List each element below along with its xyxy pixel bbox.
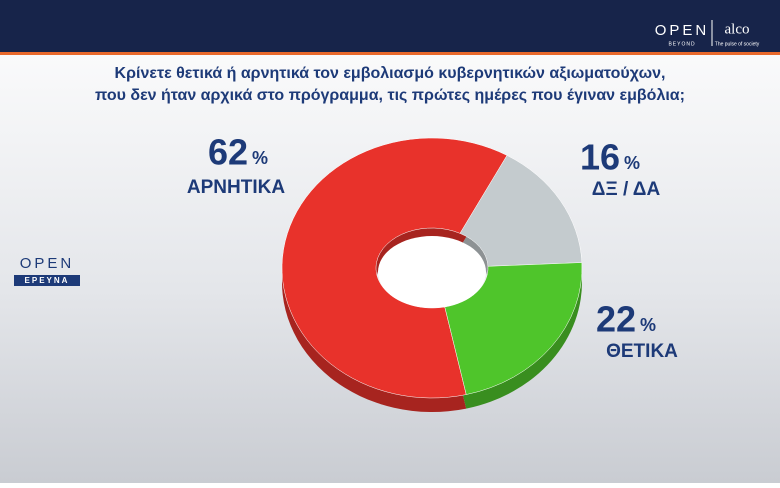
side-brand: OPEN [20,255,75,272]
value-unit: % [624,153,640,173]
value-unit: % [252,148,268,168]
header-bar [0,0,780,52]
hole [378,236,486,308]
value-label: 22 [596,299,636,340]
slice [444,262,583,395]
header-partner-sub: The pulse of society [715,41,760,47]
value-label: 16 [580,137,620,178]
value-unit: % [640,315,656,335]
category-label: ΑΡΝΗΤΙΚΑ [187,177,285,198]
slice [459,155,583,267]
header-line [0,52,780,55]
donut [281,137,583,412]
header-brand: OPEN [655,22,710,39]
category-label: ΔΞ / ΔΑ [592,179,661,200]
category-label: ΘΕΤΙΚΑ [606,341,678,362]
slice [281,137,508,399]
value-label: 62 [208,132,248,173]
side-badge [14,275,80,286]
header-brand-sub: BEYOND [668,41,695,47]
chart-title: που δεν ήταν αρχικά στο πρόγραμμα, τις π… [95,87,685,104]
side-sub: ΕΡΕΥΝΑ [25,276,70,285]
header-partner: alco [725,21,750,37]
chart-title: Κρίνετε θετικά ή αρνητικά τον εμβολιασμό… [115,65,666,82]
